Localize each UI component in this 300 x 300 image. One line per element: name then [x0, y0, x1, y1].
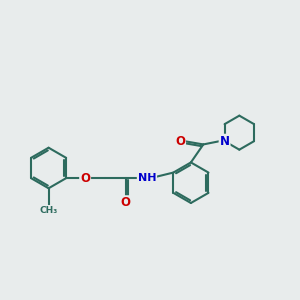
Text: CH₃: CH₃ [40, 206, 58, 215]
Text: O: O [175, 135, 185, 148]
Text: O: O [80, 172, 90, 184]
Text: O: O [121, 196, 131, 209]
Text: NH: NH [138, 173, 156, 183]
Text: N: N [220, 135, 230, 148]
